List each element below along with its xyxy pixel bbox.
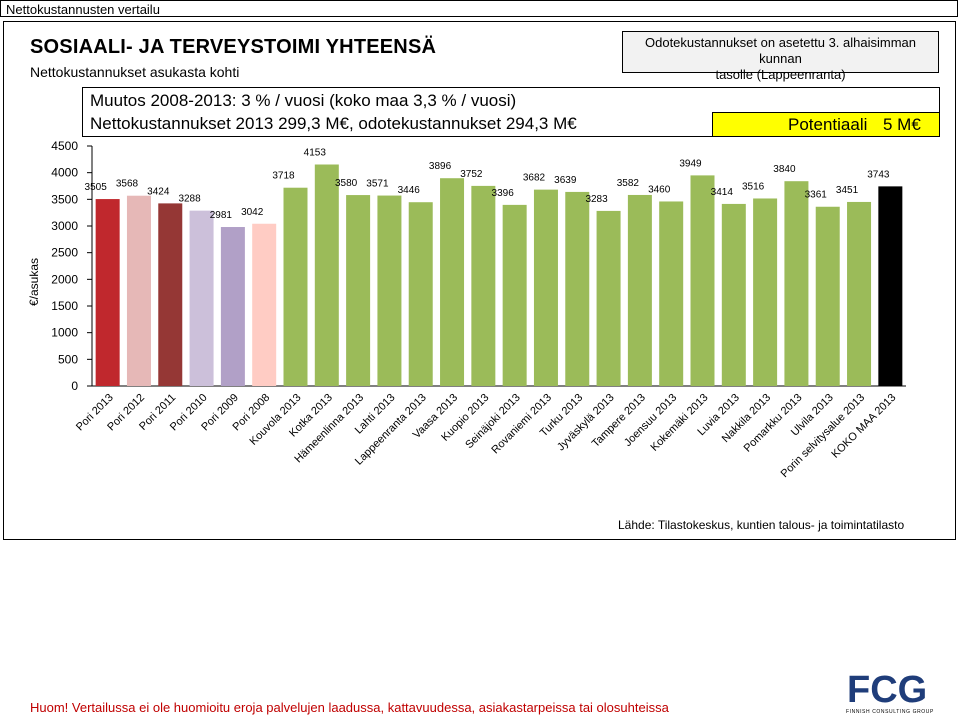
bar [158, 203, 183, 386]
logo-subtitle: FINNISH CONSULTING GROUP [846, 709, 934, 715]
fcg-logo: FCG [847, 669, 925, 708]
bar [126, 195, 151, 386]
data-label: 3396 [492, 188, 515, 199]
data-label: 3582 [617, 178, 640, 189]
y-tick-label: 0 [71, 379, 78, 393]
bar [502, 204, 527, 386]
bar [847, 201, 872, 386]
x-tick-label: Seinäjoki 2013 [463, 392, 523, 452]
bar [533, 189, 558, 386]
data-label: 3424 [147, 186, 170, 197]
potential-highlight [712, 112, 940, 137]
data-label: 3361 [805, 190, 828, 201]
bar [95, 199, 120, 386]
data-label: 3446 [398, 185, 421, 196]
y-tick-label: 2500 [51, 246, 78, 260]
change-summary: Muutos 2008-2013: 3 % / vuosi (koko maa … [90, 91, 517, 110]
data-label: 2981 [210, 210, 233, 221]
y-tick-label: 3500 [51, 192, 78, 206]
y-tick-label: 500 [58, 352, 78, 366]
data-label: 3288 [178, 194, 201, 205]
y-tick-label: 4000 [51, 166, 78, 180]
data-label: 3414 [711, 187, 734, 198]
bar-chart: €/asukas 0 500 1000 1500 2000 2500 3000 3500 400… [27, 139, 906, 480]
bar [878, 186, 903, 386]
bar [252, 223, 277, 386]
potential-label: Potentiaali [788, 115, 868, 134]
bars [95, 164, 903, 386]
bar [408, 202, 433, 386]
data-labels: 3505 3568 3424 3288 2981 3042 3718 4153 3580 3571… [85, 148, 890, 222]
data-label: 3516 [742, 181, 765, 192]
bar [471, 185, 496, 386]
data-label: 4153 [304, 148, 327, 159]
data-label: 3460 [648, 184, 671, 195]
bar [220, 227, 245, 386]
data-label: 3580 [335, 178, 358, 189]
chart-subtitle: Nettokustannukset asukasta kohti [30, 64, 240, 80]
reference-note-box: Odotekustannukset on asetettu 3. alhaisi… [622, 31, 939, 82]
bar [753, 198, 778, 386]
data-label: 3571 [366, 179, 389, 190]
data-label: 3896 [429, 161, 452, 172]
slide-frame [3, 21, 956, 540]
data-label: 3718 [272, 171, 295, 182]
data-label: 3949 [679, 158, 702, 169]
data-label: 3743 [867, 169, 890, 180]
cost-summary: Nettokustannukset 2013 299,3 M€, odoteku… [90, 114, 577, 133]
potential-value: 5 M€ [883, 115, 921, 134]
data-label: 3639 [554, 175, 577, 186]
y-tick-label: 1500 [51, 299, 78, 313]
y-tick-label: 4500 [51, 139, 78, 153]
y-tick-label: 2000 [51, 272, 78, 286]
data-label: 3840 [773, 164, 796, 175]
bar [283, 187, 308, 386]
warning-note: Huom! Vertailussa ei ole huomioitu eroja… [30, 700, 669, 715]
bar [627, 194, 652, 386]
bar [659, 201, 684, 386]
data-label: 3505 [85, 182, 108, 193]
data-label: 3752 [460, 169, 483, 180]
bar [690, 175, 715, 386]
chart-title: SOSIAALI- JA TERVEYSTOIMI YHTEENSÄ [30, 36, 437, 58]
bar [314, 164, 339, 386]
reference-note-line1: Odotekustannukset on asetettu 3. alhaisi… [645, 35, 916, 66]
window-title: Nettokustannusten vertailu [0, 0, 958, 17]
bar [346, 195, 371, 386]
source-note: Lähde: Tilastokeskus, kuntien talous- ja… [618, 518, 905, 532]
bar [721, 203, 746, 386]
bar [189, 210, 214, 386]
bar [565, 191, 590, 386]
bar [596, 210, 621, 386]
y-tick-label: 3000 [51, 219, 78, 233]
logo-text: FCG [847, 669, 925, 708]
y-axis-label: €/asukas [27, 258, 41, 306]
data-label: 3568 [116, 179, 139, 190]
bar [440, 178, 465, 386]
reference-note-line2: tasolle (Lappeenranta) [715, 67, 846, 82]
data-label: 3682 [523, 173, 546, 184]
data-label: 3451 [836, 185, 859, 196]
bar [784, 181, 809, 386]
data-label: 3042 [241, 207, 264, 218]
bar [815, 206, 840, 386]
bar [377, 195, 402, 386]
y-tick-label: 1000 [51, 326, 78, 340]
data-label: 3283 [585, 194, 608, 205]
